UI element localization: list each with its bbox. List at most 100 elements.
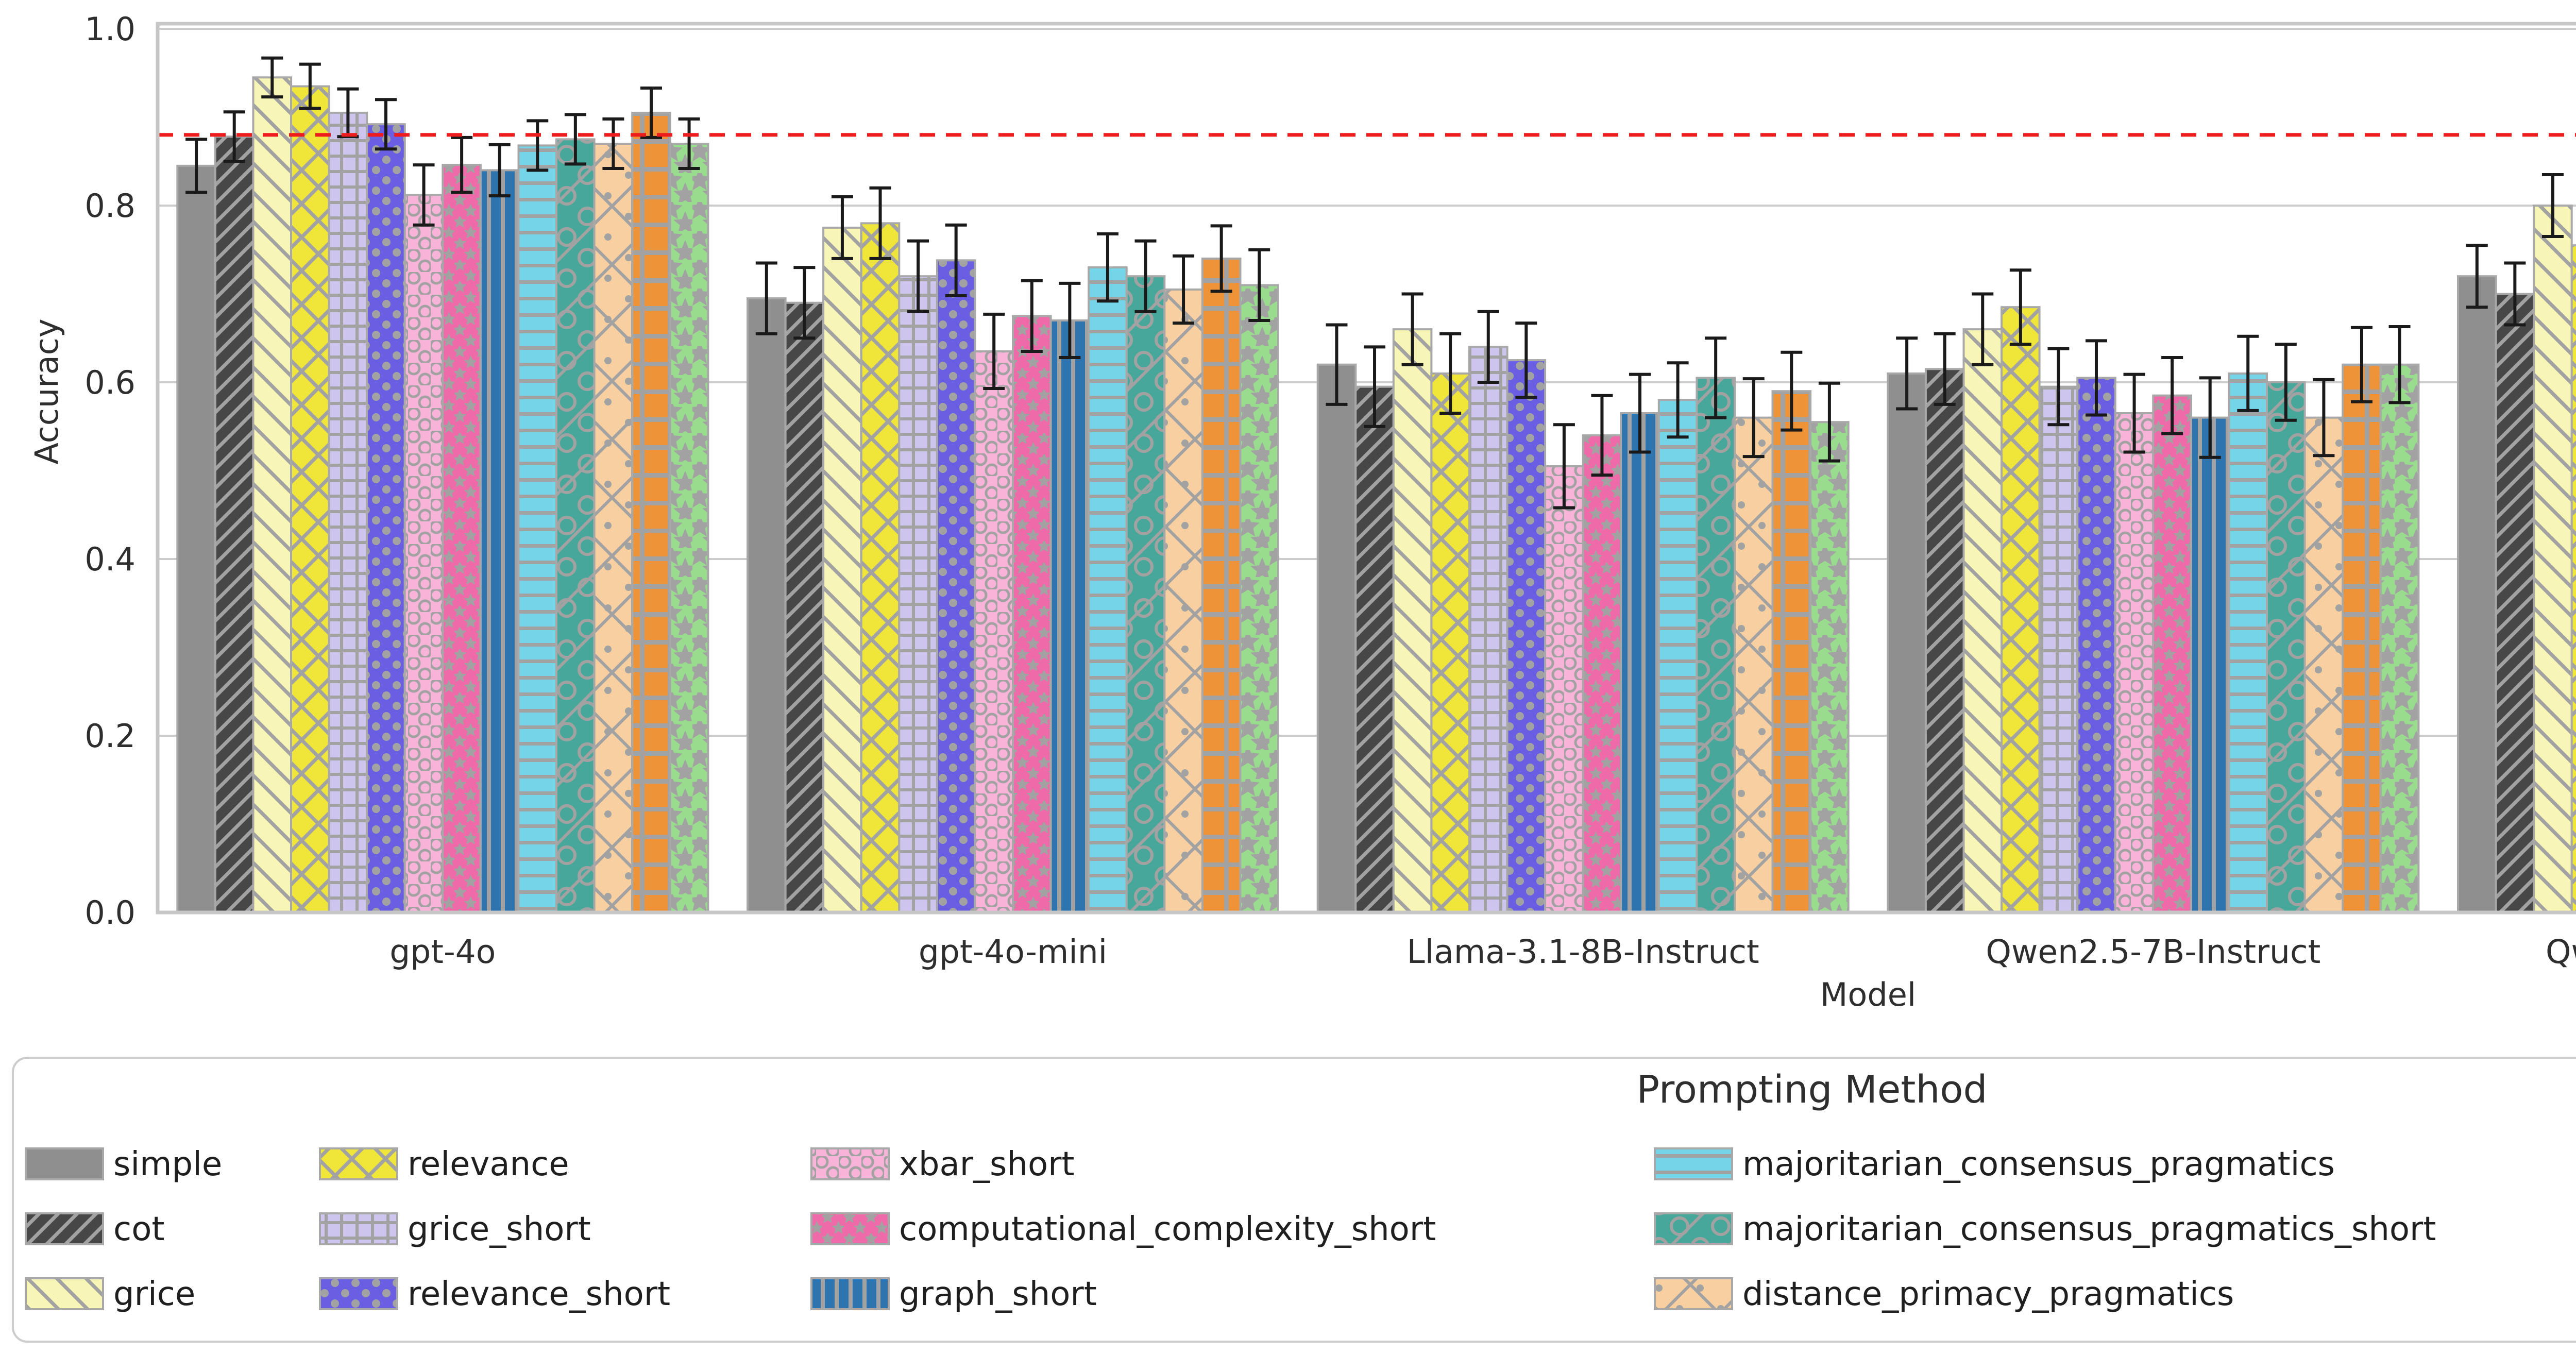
legend-label: relevance (408, 1145, 569, 1183)
error-bar-computational_complexity_short-gpt-4o (451, 136, 473, 194)
error-bar-cot-gpt-4o (223, 110, 245, 163)
legend-swatch-relevance_short (319, 1277, 398, 1310)
bar-hatch-cot-Qwen2.5-7B-Instruct (1925, 369, 1964, 912)
error-bar-grice-gpt-4o (261, 56, 283, 99)
error-bar-cot-Llama-3.1-8B-Instruct (1364, 345, 1386, 428)
error-bar-grice-Qwen2.5-7B-Instruct (1972, 292, 1994, 366)
legend-label: simple (113, 1145, 222, 1183)
bar-hatch-relevance_short-gpt-4o-mini (937, 260, 975, 912)
bar-edge-relevance-Qwen2.5-14B-Instruct (2570, 244, 2576, 914)
legend-swatch-xbar_short (810, 1147, 890, 1180)
y-tick-label: 0.4 (84, 540, 135, 578)
bar-hatch-relevance-gpt-4o-mini (861, 223, 900, 912)
bar-hatch-cot-Llama-3.1-8B-Instruct (1355, 386, 1394, 912)
bar-hatch-grice_short-Qwen2.5-7B-Instruct (2039, 386, 2078, 912)
x-tick-label-gpt-4o: gpt-4o (389, 933, 496, 971)
bar-hatch-graph_short-gpt-4o (480, 170, 519, 912)
legend-label: majoritarian_consensus_pragmatics (1742, 1145, 2335, 1183)
error-bar-relevance_short-gpt-4o-mini (945, 223, 967, 297)
legend-swatch-majoritarian_consensus_pragmatics (1654, 1147, 1733, 1180)
bar-hatch-relevance-Qwen2.5-14B-Instruct (2571, 245, 2576, 913)
error-bar-grice-Qwen2.5-14B-Instruct (2541, 173, 2564, 238)
bar-hatch-distance_primacy_pragmatics_short-gpt-4o-mini (1202, 258, 1241, 912)
error-bar-xbar_short-gpt-4o (413, 163, 435, 227)
error-bar-plan_to_solve-gpt-4o (678, 117, 700, 170)
x-tick-label-Llama-3.1-8B-Instruct: Llama-3.1-8B-Instruct (1407, 933, 1759, 971)
legend-title: Prompting Method (1637, 1068, 1988, 1112)
legend-swatch-computational_complexity_short (810, 1212, 890, 1245)
y-tick-label: 0.0 (84, 894, 135, 932)
x-tick-label-Qwen2.5-14B-Instruct: Qwen2.5-14B-Instruct (2546, 933, 2576, 971)
error-bar-grice_short-Qwen2.5-7B-Instruct (2047, 347, 2070, 427)
error-bar-xbar_short-Qwen2.5-7B-Instruct (2123, 373, 2145, 454)
legend-label: grice_short (408, 1210, 591, 1248)
bar-hatch-plan_to_solve-Qwen2.5-7B-Instruct (2380, 364, 2419, 913)
error-bar-computational_complexity_short-gpt-4o-mini (1021, 279, 1043, 353)
y-axis-title: Accuracy (28, 318, 65, 464)
bar-hatch-graph_short-gpt-4o-mini (1050, 320, 1089, 912)
error-bar-distance_primacy_pragmatics_short-Llama-3.1-8B-Instruct (1781, 350, 1803, 432)
x-tick-label-Qwen2.5-7B-Instruct: Qwen2.5-7B-Instruct (1986, 933, 2320, 971)
legend-label: relevance_short (408, 1275, 670, 1313)
bar-simple-Qwen2.5-7B-Instruct (1888, 373, 1926, 912)
y-tick-label: 0.6 (84, 364, 135, 401)
error-bar-xbar_short-Llama-3.1-8B-Instruct (1553, 423, 1575, 510)
legend-label: graph_short (899, 1275, 1097, 1313)
legend-swatch-majoritarian_consensus_pragmatics_short (1654, 1212, 1733, 1245)
x-axis-title: Model (1820, 976, 1916, 1013)
legend-swatch-relevance (319, 1147, 398, 1180)
error-bar-computational_complexity_short-Qwen2.5-7B-Instruct (2161, 356, 2183, 435)
legend-swatch-distance_primacy_pragmatics (1654, 1277, 1733, 1310)
legend-label: xbar_short (899, 1145, 1075, 1183)
bar-hatch-xbar_short-Llama-3.1-8B-Instruct (1545, 466, 1583, 912)
error-bar-distance_primacy_pragmatics_short-Qwen2.5-7B-Instruct (2350, 326, 2372, 403)
error-bar-plan_to_solve-Llama-3.1-8B-Instruct (1818, 381, 1840, 463)
error-bar-majoritarian_consensus_pragmatics_short-gpt-4o-mini (1134, 239, 1157, 313)
bar-hatch-majoritarian_consensus_pragmatics_short-gpt-4o (556, 139, 595, 912)
error-bar-relevance_short-Llama-3.1-8B-Instruct (1515, 321, 1537, 399)
error-bar-majoritarian_consensus_pragmatics-gpt-4o-mini (1096, 232, 1118, 303)
x-tick-label-gpt-4o-mini: gpt-4o-mini (919, 933, 1107, 971)
bar-hatch-majoritarian_consensus_pragmatics-Llama-3.1-8B-Instruct (1658, 400, 1697, 912)
bar-simple-Llama-3.1-8B-Instruct (1317, 364, 1356, 913)
bar-hatch-plan_to_solve-Llama-3.1-8B-Instruct (1810, 422, 1849, 912)
error-bar-cot-gpt-4o-mini (793, 266, 816, 340)
bar-hatch-grice_short-gpt-4o-mini (899, 276, 937, 913)
bar-hatch-cot-gpt-4o (215, 137, 253, 913)
bar-hatch-grice-gpt-4o (253, 77, 292, 912)
error-bar-xbar_short-gpt-4o-mini (983, 312, 1005, 390)
legend-label: majoritarian_consensus_pragmatics_short (1742, 1210, 2436, 1248)
error-bar-grice-gpt-4o-mini (831, 195, 853, 260)
bar-hatch-grice-gpt-4o-mini (823, 227, 861, 912)
legend-swatch-graph_short (810, 1277, 890, 1310)
bar-hatch-grice-Llama-3.1-8B-Instruct (1393, 329, 1432, 912)
legend-label: distance_primacy_pragmatics (1742, 1275, 2234, 1313)
error-bar-relevance-gpt-4o-mini (869, 186, 891, 260)
bar-hatch-majoritarian_consensus_pragmatics-gpt-4o-mini (1089, 267, 1127, 912)
bar-hatch-majoritarian_consensus_pragmatics_short-Llama-3.1-8B-Instruct (1697, 378, 1735, 912)
bar-hatch-computational_complexity_short-gpt-4o-mini (1013, 316, 1051, 912)
y-tick-label: 1.0 (84, 10, 135, 48)
error-bar-distance_primacy_pragmatics-gpt-4o (602, 117, 624, 170)
bar-hatch-relevance_short-Qwen2.5-7B-Instruct (2077, 378, 2115, 912)
bar-hatch-computational_complexity_short-Llama-3.1-8B-Instruct (1583, 435, 1621, 912)
error-bar-majoritarian_consensus_pragmatics_short-Llama-3.1-8B-Instruct (1705, 336, 1727, 419)
bar-simple-gpt-4o-mini (748, 298, 786, 912)
legend-label: cot (113, 1210, 164, 1248)
legend-swatch-grice (25, 1277, 104, 1310)
bar-hatch-majoritarian_consensus_pragmatics_short-Qwen2.5-7B-Instruct (2267, 382, 2305, 912)
error-bar-majoritarian_consensus_pragmatics-Qwen2.5-7B-Instruct (2237, 334, 2259, 412)
error-bar-plan_to_solve-Qwen2.5-7B-Instruct (2388, 325, 2411, 404)
y-tick-label: 0.8 (84, 187, 135, 225)
bar-hatch-plan_to_solve-gpt-4o-mini (1240, 285, 1278, 912)
bar-hatch-grice_short-gpt-4o (329, 112, 367, 912)
legend-swatch-grice_short (319, 1212, 398, 1245)
bar-hatch-grice-Qwen2.5-14B-Instruct (2534, 206, 2572, 912)
bar-hatch-distance_primacy_pragmatics-gpt-4o (594, 144, 633, 912)
error-bar-cot-Qwen2.5-7B-Instruct (1934, 332, 1956, 406)
error-bar-relevance_short-Qwen2.5-7B-Instruct (2085, 339, 2107, 417)
error-bar-computational_complexity_short-Llama-3.1-8B-Instruct (1591, 394, 1613, 477)
error-bar-grice-Llama-3.1-8B-Instruct (1401, 292, 1423, 366)
bar-simple-gpt-4o (177, 165, 215, 912)
